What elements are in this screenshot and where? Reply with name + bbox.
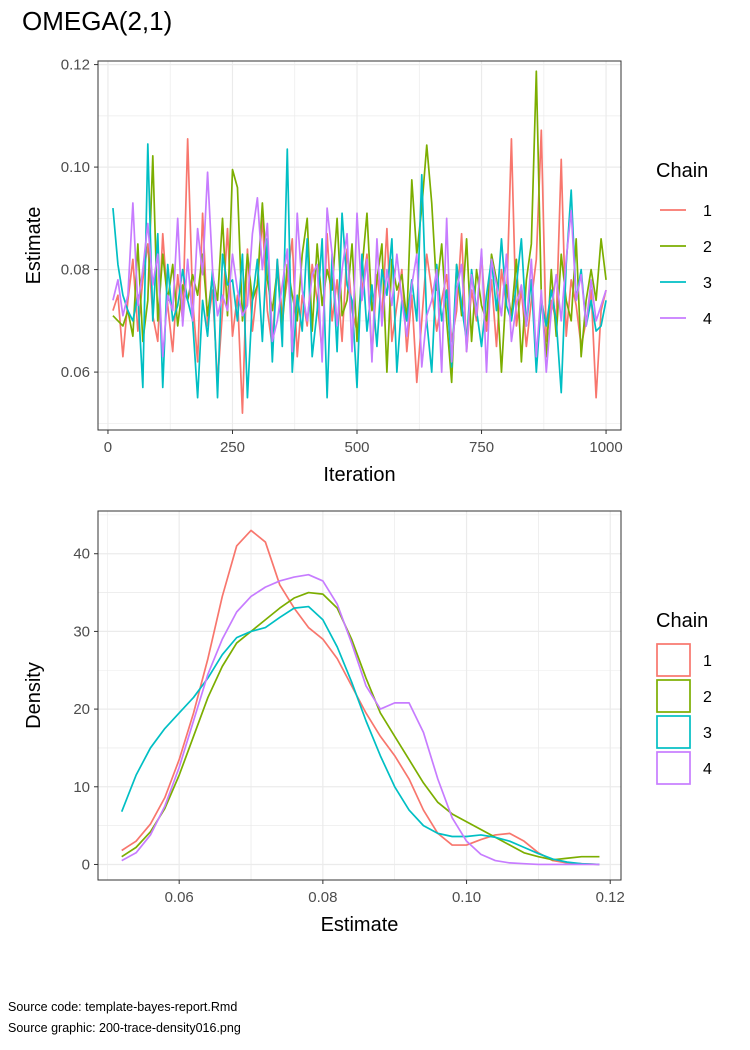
density-minor-grid	[98, 511, 621, 880]
trace-legend: Chain 1 2 3 4	[656, 160, 712, 328]
density-panel-border	[97, 510, 622, 881]
trace-series	[112, 70, 607, 414]
legend-title: Chain	[656, 610, 708, 632]
legend-label-chain-1: 1	[703, 203, 712, 220]
legend-label-chain-3: 3	[703, 725, 712, 742]
y-tick-label: 0.12	[61, 57, 90, 74]
x-axis-title: Estimate	[321, 914, 399, 936]
legend-key-chain-1	[656, 643, 691, 677]
y-tick-label: 10	[73, 779, 90, 796]
density-legend: Chain 1 2 3 4	[656, 610, 712, 785]
legend-key-chain-2	[656, 679, 691, 713]
density-major-grid	[98, 511, 621, 880]
x-tick-label: 0.10	[452, 889, 481, 906]
trace-series-line-chain-4	[112, 171, 607, 373]
legend-label-chain-2: 2	[703, 239, 712, 256]
x-tick-label: 0.06	[165, 889, 194, 906]
density-series	[120, 529, 600, 866]
trace-panel-border	[97, 60, 622, 431]
y-axis-title: Density	[23, 662, 45, 729]
y-tick-label: 0.06	[61, 364, 90, 381]
legend-label-chain-4: 4	[703, 761, 712, 778]
x-tick-label: 1000	[589, 439, 622, 456]
legend-key-chain-4	[656, 751, 691, 785]
y-tick-label: 30	[73, 623, 90, 640]
trace-series-line-chain-3	[112, 143, 607, 399]
legend-label-chain-4: 4	[703, 311, 712, 328]
density-series-line-chain-3	[120, 605, 600, 866]
x-tick-label: 750	[469, 439, 494, 456]
x-tick-label: 0.12	[596, 889, 625, 906]
x-tick-label: 0	[104, 439, 112, 456]
x-axis-title: Iteration	[323, 464, 395, 486]
trace-panel: 0 250 500 750 1000 0.06 0.08 0.10 0.12 Iteration E…	[23, 57, 712, 486]
x-tick-label: 0.08	[308, 889, 337, 906]
x-tick-label: 500	[344, 439, 369, 456]
y-tick-label: 0.10	[61, 159, 90, 176]
legend-title: Chain	[656, 160, 708, 182]
y-tick-label: 40	[73, 546, 90, 563]
legend-key-chain-3	[656, 715, 691, 749]
x-tick-label: 250	[220, 439, 245, 456]
y-tick-label: 20	[73, 701, 90, 718]
source-code-note: Source code: template-bayes-report.Rmd	[8, 1000, 238, 1014]
legend-label-chain-2: 2	[703, 689, 712, 706]
source-graphic-note: Source graphic: 200-trace-density016.png	[8, 1021, 241, 1035]
density-series-line-chain-4	[121, 573, 600, 866]
density-panel: 0.06 0.08 0.10 0.12 0 10 20 30 40 Estimate Density…	[23, 510, 712, 936]
legend-label-chain-1: 1	[703, 653, 712, 670]
y-tick-label: 0	[82, 856, 90, 873]
y-tick-label: 0.08	[61, 262, 90, 279]
page-title: OMEGA(2,1)	[22, 6, 173, 36]
figure-canvas: 0 250 500 750 1000 0.06 0.08 0.10 0.12 Iteration E…	[23, 57, 712, 936]
y-axis-title: Estimate	[23, 207, 45, 285]
legend-label-chain-3: 3	[703, 275, 712, 292]
density-series-line-chain-2	[121, 591, 600, 861]
